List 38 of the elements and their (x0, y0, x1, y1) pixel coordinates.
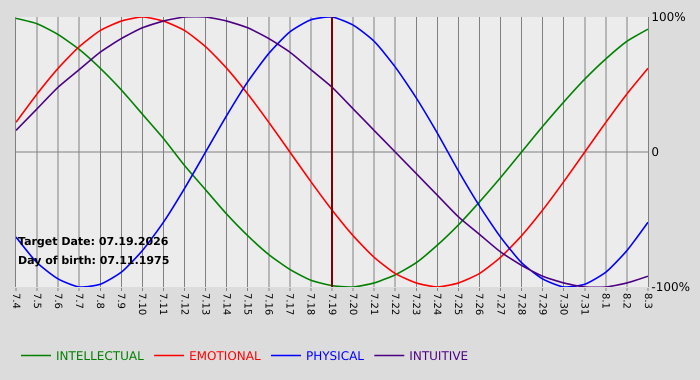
x-tick-label: 7.9 (115, 293, 126, 309)
x-tick-label: 7.11 (157, 293, 168, 316)
x-tick-label: 8.1 (600, 293, 611, 309)
legend-label: INTELLECTUAL (56, 349, 144, 364)
x-tick-label: 7.25 (452, 293, 464, 316)
x-tick-label: 7.12 (178, 293, 190, 316)
x-tick-label: 7.27 (494, 293, 506, 316)
x-tick-label: 7.13 (199, 293, 210, 316)
y-tick-label: 100% (651, 10, 686, 24)
x-tick-label: 7.5 (30, 293, 42, 309)
x-tick-label: 7.28 (515, 293, 526, 316)
x-tick-label: 7.24 (431, 293, 442, 316)
x-tick-label: 7.26 (473, 293, 484, 316)
x-tick-label: 7.31 (578, 293, 590, 316)
x-tick-label: 7.10 (136, 293, 148, 316)
legend-label: PHYSICAL (306, 349, 364, 364)
x-tick-label: 7.15 (241, 293, 252, 316)
x-tick-label: 7.23 (410, 293, 422, 316)
x-tick-label: 7.19 (326, 293, 337, 316)
x-tick-label: 7.16 (262, 293, 274, 316)
x-tick-label: 7.4 (10, 293, 21, 309)
x-tick-label: 7.8 (94, 293, 106, 309)
x-tick-label: 7.21 (368, 293, 379, 316)
x-tick-label: 7.14 (220, 293, 232, 316)
x-tick-label: 7.17 (284, 293, 295, 316)
x-tick-label: 8.3 (642, 293, 653, 309)
legend-label: INTUITIVE (409, 349, 468, 364)
x-tick-label: 7.7 (72, 293, 84, 309)
x-tick-label: 7.20 (346, 293, 358, 316)
x-tick-label: 8.2 (620, 293, 632, 309)
legend-label: EMOTIONAL (189, 349, 261, 364)
y-tick-label: 0 (651, 145, 660, 160)
x-tick-label: 7.30 (557, 293, 568, 316)
x-tick-label: 7.18 (304, 293, 316, 316)
x-tick-label: 7.22 (388, 293, 400, 316)
x-tick-label: 7.29 (536, 293, 548, 316)
y-tick-label: -100% (651, 280, 690, 294)
x-tick-label: 7.6 (52, 293, 63, 309)
